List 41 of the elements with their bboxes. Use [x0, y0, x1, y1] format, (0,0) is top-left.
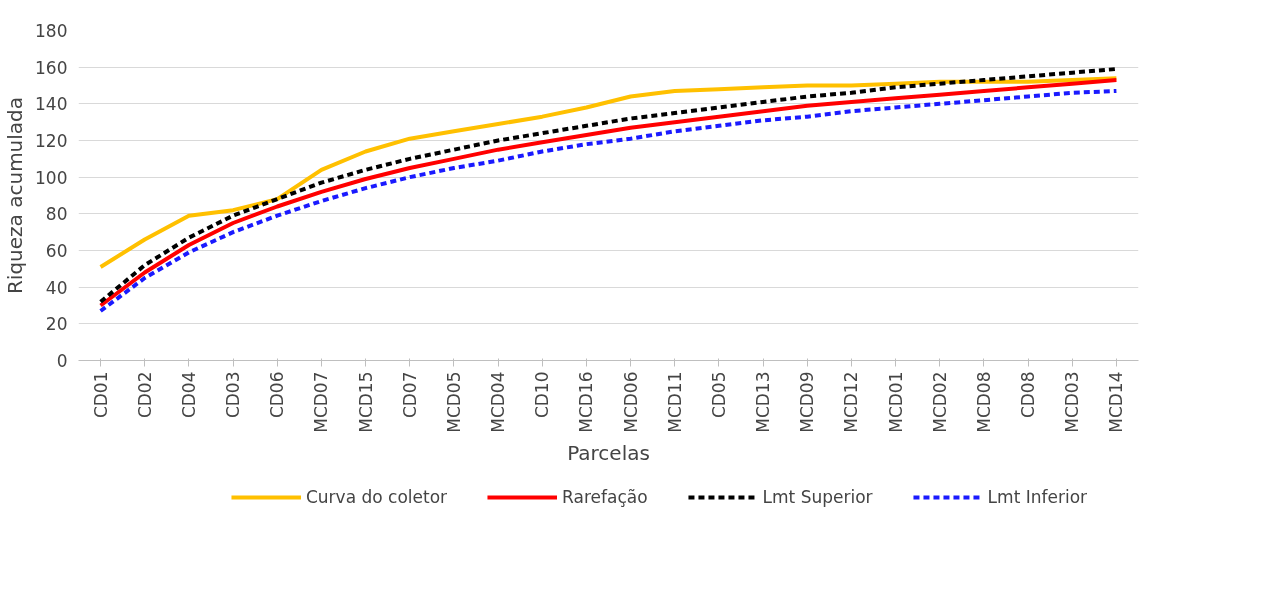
x-tick-label: MCD06	[620, 371, 641, 433]
x-tick-label: MCD03	[1062, 371, 1083, 433]
legend-label: Rarefação	[562, 487, 648, 507]
x-tick-label: MCD07	[311, 371, 332, 433]
y-tick-label: 60	[45, 241, 68, 261]
y-axis-title: Riqueza acumulada	[3, 96, 28, 295]
x-tick-label: CD07	[399, 371, 420, 419]
line-series	[98, 76, 1119, 269]
y-tick-label: 100	[35, 167, 68, 188]
x-tick-label: MCD14	[1106, 371, 1127, 433]
legend-label: Lmt Superior	[762, 487, 873, 507]
x-tick-label: CD01	[90, 371, 111, 419]
x-tick-label: CD03	[223, 371, 244, 419]
x-tick-label: MCD01	[885, 371, 906, 433]
x-tick-label: MCD15	[355, 371, 376, 433]
x-tick-label: CD02	[134, 371, 155, 419]
y-tick-label: 180	[35, 21, 68, 41]
x-tick-label: CD04	[178, 371, 199, 419]
y-tick-label: 20	[45, 314, 68, 335]
x-tick-label: MCD04	[488, 371, 509, 433]
x-tick-label: MCD16	[576, 371, 597, 433]
x-tick-label: MCD12	[841, 371, 862, 433]
x-tick-label: CD08	[1018, 371, 1039, 419]
y-tick-label: 40	[45, 277, 68, 298]
y-tick-label: 140	[35, 94, 68, 115]
x-axis-title: Parcelas	[567, 440, 650, 465]
x-tick-label: MCD11	[664, 371, 685, 433]
y-tick-label: 80	[45, 204, 68, 225]
x-tick-label: CD10	[532, 371, 553, 419]
x-tick-label: CD05	[708, 371, 729, 419]
x-tick-label: MCD05	[443, 371, 464, 433]
y-tick-label: 0	[56, 351, 68, 371]
x-tick-label: CD06	[267, 371, 288, 419]
x-tick-label: MCD13	[753, 371, 774, 433]
y-tick-label: 120	[35, 131, 68, 151]
x-tick-label: MCD02	[929, 371, 950, 433]
x-tick-label: MCD09	[797, 371, 818, 433]
y-tick-label: 160	[35, 57, 68, 78]
x-tick-label: MCD08	[973, 371, 994, 433]
legend-label: Curva do coletor	[305, 487, 448, 507]
legend-label: Lmt Inferior	[987, 487, 1088, 507]
